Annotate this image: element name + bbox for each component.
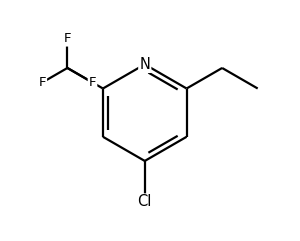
Text: Cl: Cl (138, 194, 152, 209)
Text: N: N (139, 57, 150, 72)
Text: F: F (89, 76, 96, 89)
Text: F: F (64, 33, 71, 46)
Text: F: F (38, 76, 46, 89)
